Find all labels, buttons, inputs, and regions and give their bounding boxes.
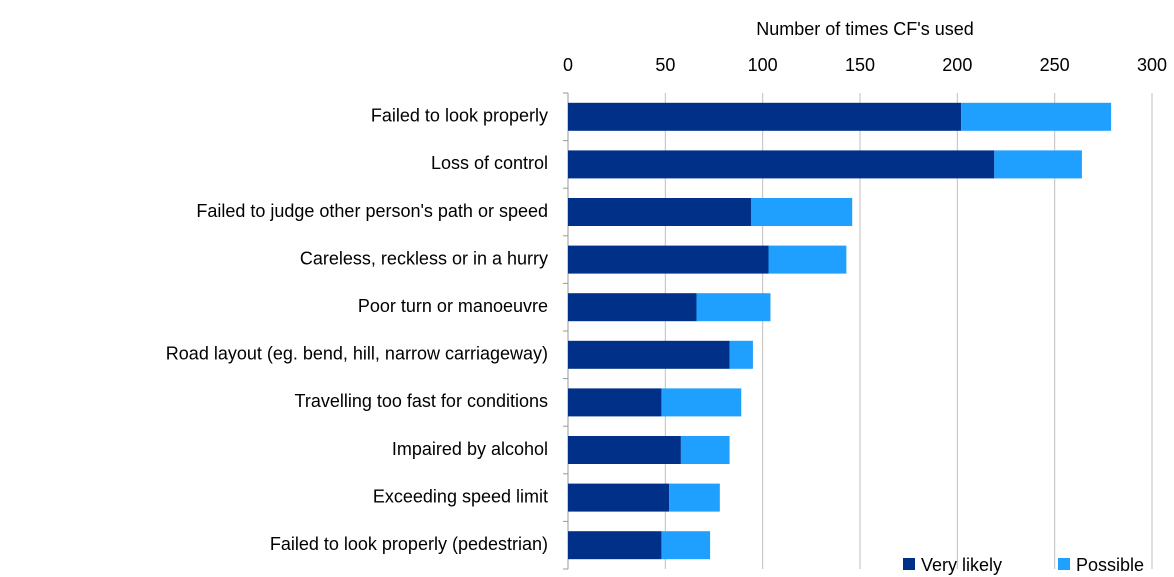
category-label: Failed to judge other person's path or s… <box>196 201 548 221</box>
category-label: Failed to look properly (pedestrian) <box>270 534 548 554</box>
category-label: Failed to look properly <box>371 106 548 126</box>
x-tick-label: 150 <box>845 55 875 75</box>
x-tick-label: 0 <box>563 55 573 75</box>
bar <box>568 150 995 179</box>
bar <box>961 102 1112 131</box>
x-tick-label: 50 <box>655 55 675 75</box>
x-tick-label: 200 <box>942 55 972 75</box>
bar <box>696 293 771 322</box>
category-label: Impaired by alcohol <box>392 439 548 459</box>
category-label: Poor turn or manoeuvre <box>358 296 548 316</box>
category-label: Exceeding speed limit <box>373 486 548 506</box>
bar <box>568 483 670 512</box>
bar <box>568 245 769 274</box>
bar <box>568 388 662 417</box>
legend-swatch <box>903 558 915 570</box>
bar <box>568 198 751 226</box>
bar <box>669 483 720 512</box>
category-label: Loss of control <box>431 153 548 173</box>
bar <box>750 198 853 226</box>
bar <box>661 531 711 560</box>
category-label: Travelling too fast for conditions <box>295 391 548 411</box>
bar <box>680 436 730 464</box>
bar <box>568 436 681 464</box>
bar <box>568 531 662 560</box>
bar <box>568 293 697 322</box>
x-tick-label: 300 <box>1137 55 1167 75</box>
legend-label: Very likely <box>921 555 1002 575</box>
legend-label: Possible <box>1076 555 1144 575</box>
bar <box>568 340 730 369</box>
axis-title: Number of times CF's used <box>756 19 974 39</box>
legend-swatch <box>1058 558 1070 570</box>
bar <box>661 388 742 417</box>
category-label: Road layout (eg. bend, hill, narrow carr… <box>166 344 548 364</box>
bar <box>568 102 962 131</box>
x-tick-label: 100 <box>748 55 778 75</box>
bar <box>994 150 1082 179</box>
bar <box>729 340 753 369</box>
x-tick-label: 250 <box>1040 55 1070 75</box>
category-label: Careless, reckless or in a hurry <box>300 248 548 268</box>
bar <box>768 245 847 274</box>
